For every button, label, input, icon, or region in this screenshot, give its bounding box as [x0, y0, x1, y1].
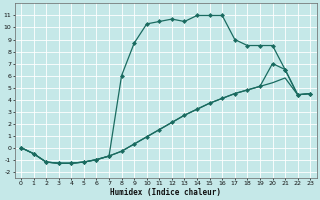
X-axis label: Humidex (Indice chaleur): Humidex (Indice chaleur) [110, 188, 221, 197]
